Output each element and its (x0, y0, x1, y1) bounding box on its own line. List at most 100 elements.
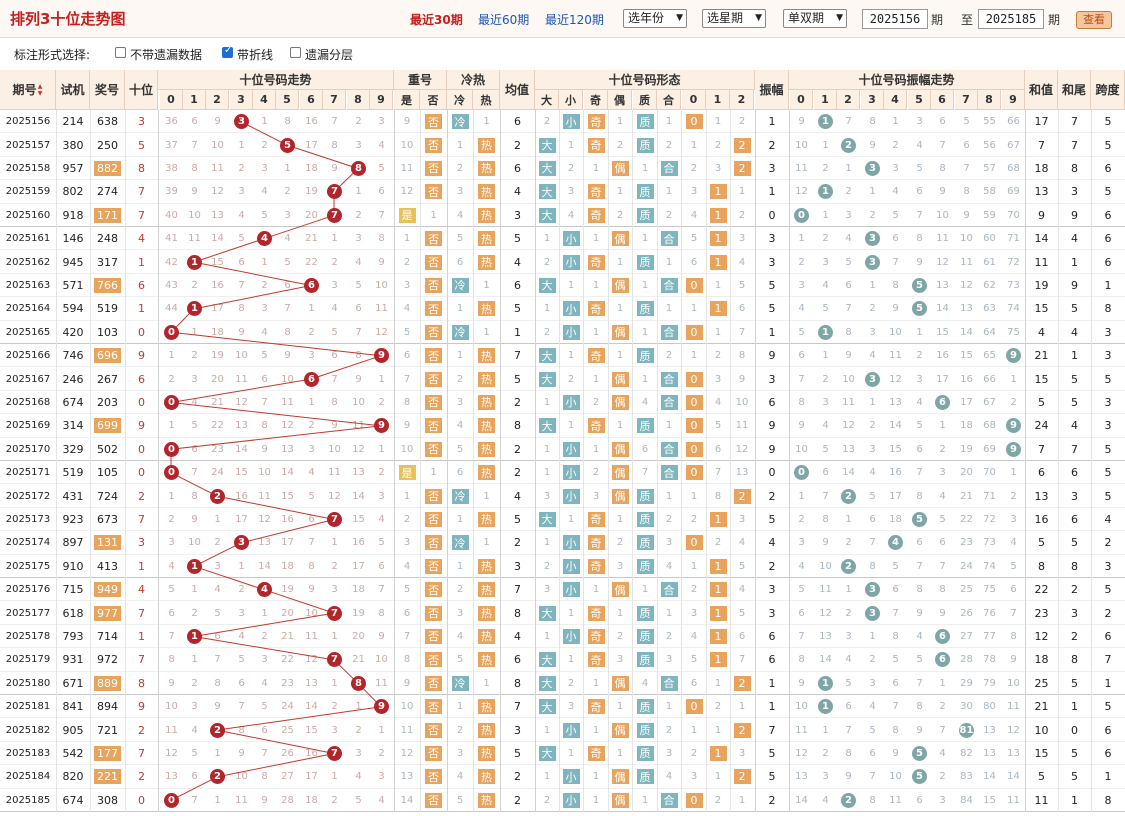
hot-cell: 热 (473, 789, 500, 812)
trend-cell: 13 (253, 531, 276, 554)
year-select[interactable]: 选年份 ▼ (623, 9, 687, 28)
award-cell: 696 (90, 344, 125, 367)
week-select[interactable]: 选星期 ▼ (702, 9, 766, 28)
trend-cell: 28 (276, 789, 299, 812)
repeat-no-marker: 否 (425, 418, 442, 434)
hit-ball: 6 (304, 371, 319, 387)
award-cell: 413 (90, 555, 125, 578)
test-number-cell: 897 (62, 536, 84, 550)
amp-trend-cell: 11 (790, 718, 813, 741)
parity-select[interactable]: 单双期 ▼ (783, 9, 847, 28)
cold-cell: 3 (447, 742, 473, 765)
column-divider (420, 110, 421, 812)
span-cell: 5 (1104, 583, 1112, 597)
hot-marker: 热 (478, 722, 495, 738)
period-link-60[interactable]: 最近60期 (478, 13, 530, 27)
trend-cell: 27 (276, 765, 299, 788)
trend-cell: 13 (347, 461, 370, 484)
amp-missing-count: 7 (916, 209, 923, 221)
shape-cell: 1 (608, 110, 632, 133)
hit-ball: 1 (187, 301, 202, 317)
hot-cell: 1 (473, 672, 500, 695)
shape-missing: 1 (616, 747, 624, 759)
missing-count: 2 (308, 420, 315, 432)
trend-cell: 10 (323, 438, 346, 461)
repeat-no-cell: 否 (420, 742, 447, 765)
to-issue-input[interactable]: 2025185 (978, 9, 1044, 29)
shape-cell: 1 (584, 672, 608, 695)
tens-digit-cell: 0 (138, 325, 145, 339)
amp-trend-cell: 2 (837, 133, 860, 156)
shape-marker: 奇 (587, 558, 605, 574)
hot-marker: 热 (478, 511, 495, 527)
trend-cell: 4 (206, 578, 229, 601)
issue-header[interactable]: 期号 ▲▼ (0, 70, 56, 110)
from-issue-input[interactable]: 2025156 (862, 9, 928, 29)
trend-cell: 9 (300, 578, 323, 601)
amp-missing-count: 1 (892, 116, 899, 128)
trend-cell: 14 (276, 461, 299, 484)
amp-trend-cell: 6 (837, 274, 860, 297)
amp-cell: 1 (768, 185, 776, 199)
amp-hit-ball: 3 (865, 371, 880, 387)
trend-cell: 15 (347, 508, 370, 531)
missing-count: 27 (281, 771, 294, 783)
shape-cell: 小 (559, 555, 583, 578)
trend-cell: 6 (300, 508, 323, 531)
shape-cell: 小 (559, 718, 583, 741)
tail-header: 和尾 (1058, 70, 1091, 110)
missing-count: 8 (238, 303, 245, 315)
trend-cell: 13 (206, 204, 229, 227)
shape-sub-header: 大 (535, 90, 559, 110)
trend-cell: 5 (230, 648, 253, 671)
query-button[interactable]: 查看 (1076, 11, 1112, 29)
repeat-yes-cell: 11 (394, 157, 420, 180)
amp-missing-count: 73 (983, 537, 996, 549)
period-link-30[interactable]: 最近30期 (410, 13, 463, 27)
hotcold-missing: 1 (456, 350, 464, 362)
amp-trend-cell: 13 (1002, 742, 1025, 765)
missing-count: 7 (214, 654, 221, 666)
repeat-no-marker: 否 (425, 348, 442, 364)
column-divider (500, 110, 501, 812)
shape-cell: 大 (535, 344, 559, 367)
shape-cell: 2 (682, 742, 706, 765)
polyline-checkbox[interactable] (222, 45, 233, 58)
amp-trend-cell: 69 (1002, 180, 1025, 203)
trend-cell: 15 (230, 461, 253, 484)
shape-missing: 1 (592, 373, 600, 385)
amp-missing-count: 14 (889, 420, 902, 432)
amp-missing-count: 4 (822, 279, 829, 291)
missing-count: 2 (331, 256, 338, 268)
trend-cell: 18 (300, 789, 323, 812)
missing-count: 2 (355, 724, 362, 736)
trend-cell: 7 (323, 648, 346, 671)
award-cell: 972 (90, 648, 125, 671)
shape-cell: 大 (535, 414, 559, 437)
missing-layer-checkbox[interactable] (290, 47, 301, 58)
amp-trend-cell: 8 (931, 157, 954, 180)
missing-count: 6 (261, 724, 268, 736)
repeat-yes-cell: 是 (394, 204, 420, 227)
hit-ball: 9 (374, 418, 389, 434)
amp-missing-count: 17 (960, 396, 973, 408)
shape-missing: 3 (665, 747, 673, 759)
no-missing-data-checkbox[interactable] (115, 47, 126, 58)
missing-count: 5 (308, 490, 315, 502)
shape-cell: 大 (535, 274, 559, 297)
amp-trend-cell: 15 (955, 344, 978, 367)
test-number-cell: 746 (62, 349, 84, 363)
hot-cell: 热 (473, 297, 500, 320)
shape-missing: 2 (665, 724, 673, 736)
award-cell: 949 (90, 578, 125, 601)
trend-cell: 41 (160, 227, 183, 250)
period-link-120[interactable]: 最近120期 (545, 13, 604, 27)
missing-count: 12 (305, 654, 318, 666)
tens-digit-cell: 7 (138, 185, 145, 199)
amp-trend-cell: 15 (884, 438, 907, 461)
sum-cell: 16 (1034, 512, 1049, 526)
shape-cell: 3 (559, 695, 583, 718)
shape-cell: 合 (657, 274, 681, 297)
missing-count: 3 (355, 139, 362, 151)
shape-cell: 质 (633, 625, 657, 648)
